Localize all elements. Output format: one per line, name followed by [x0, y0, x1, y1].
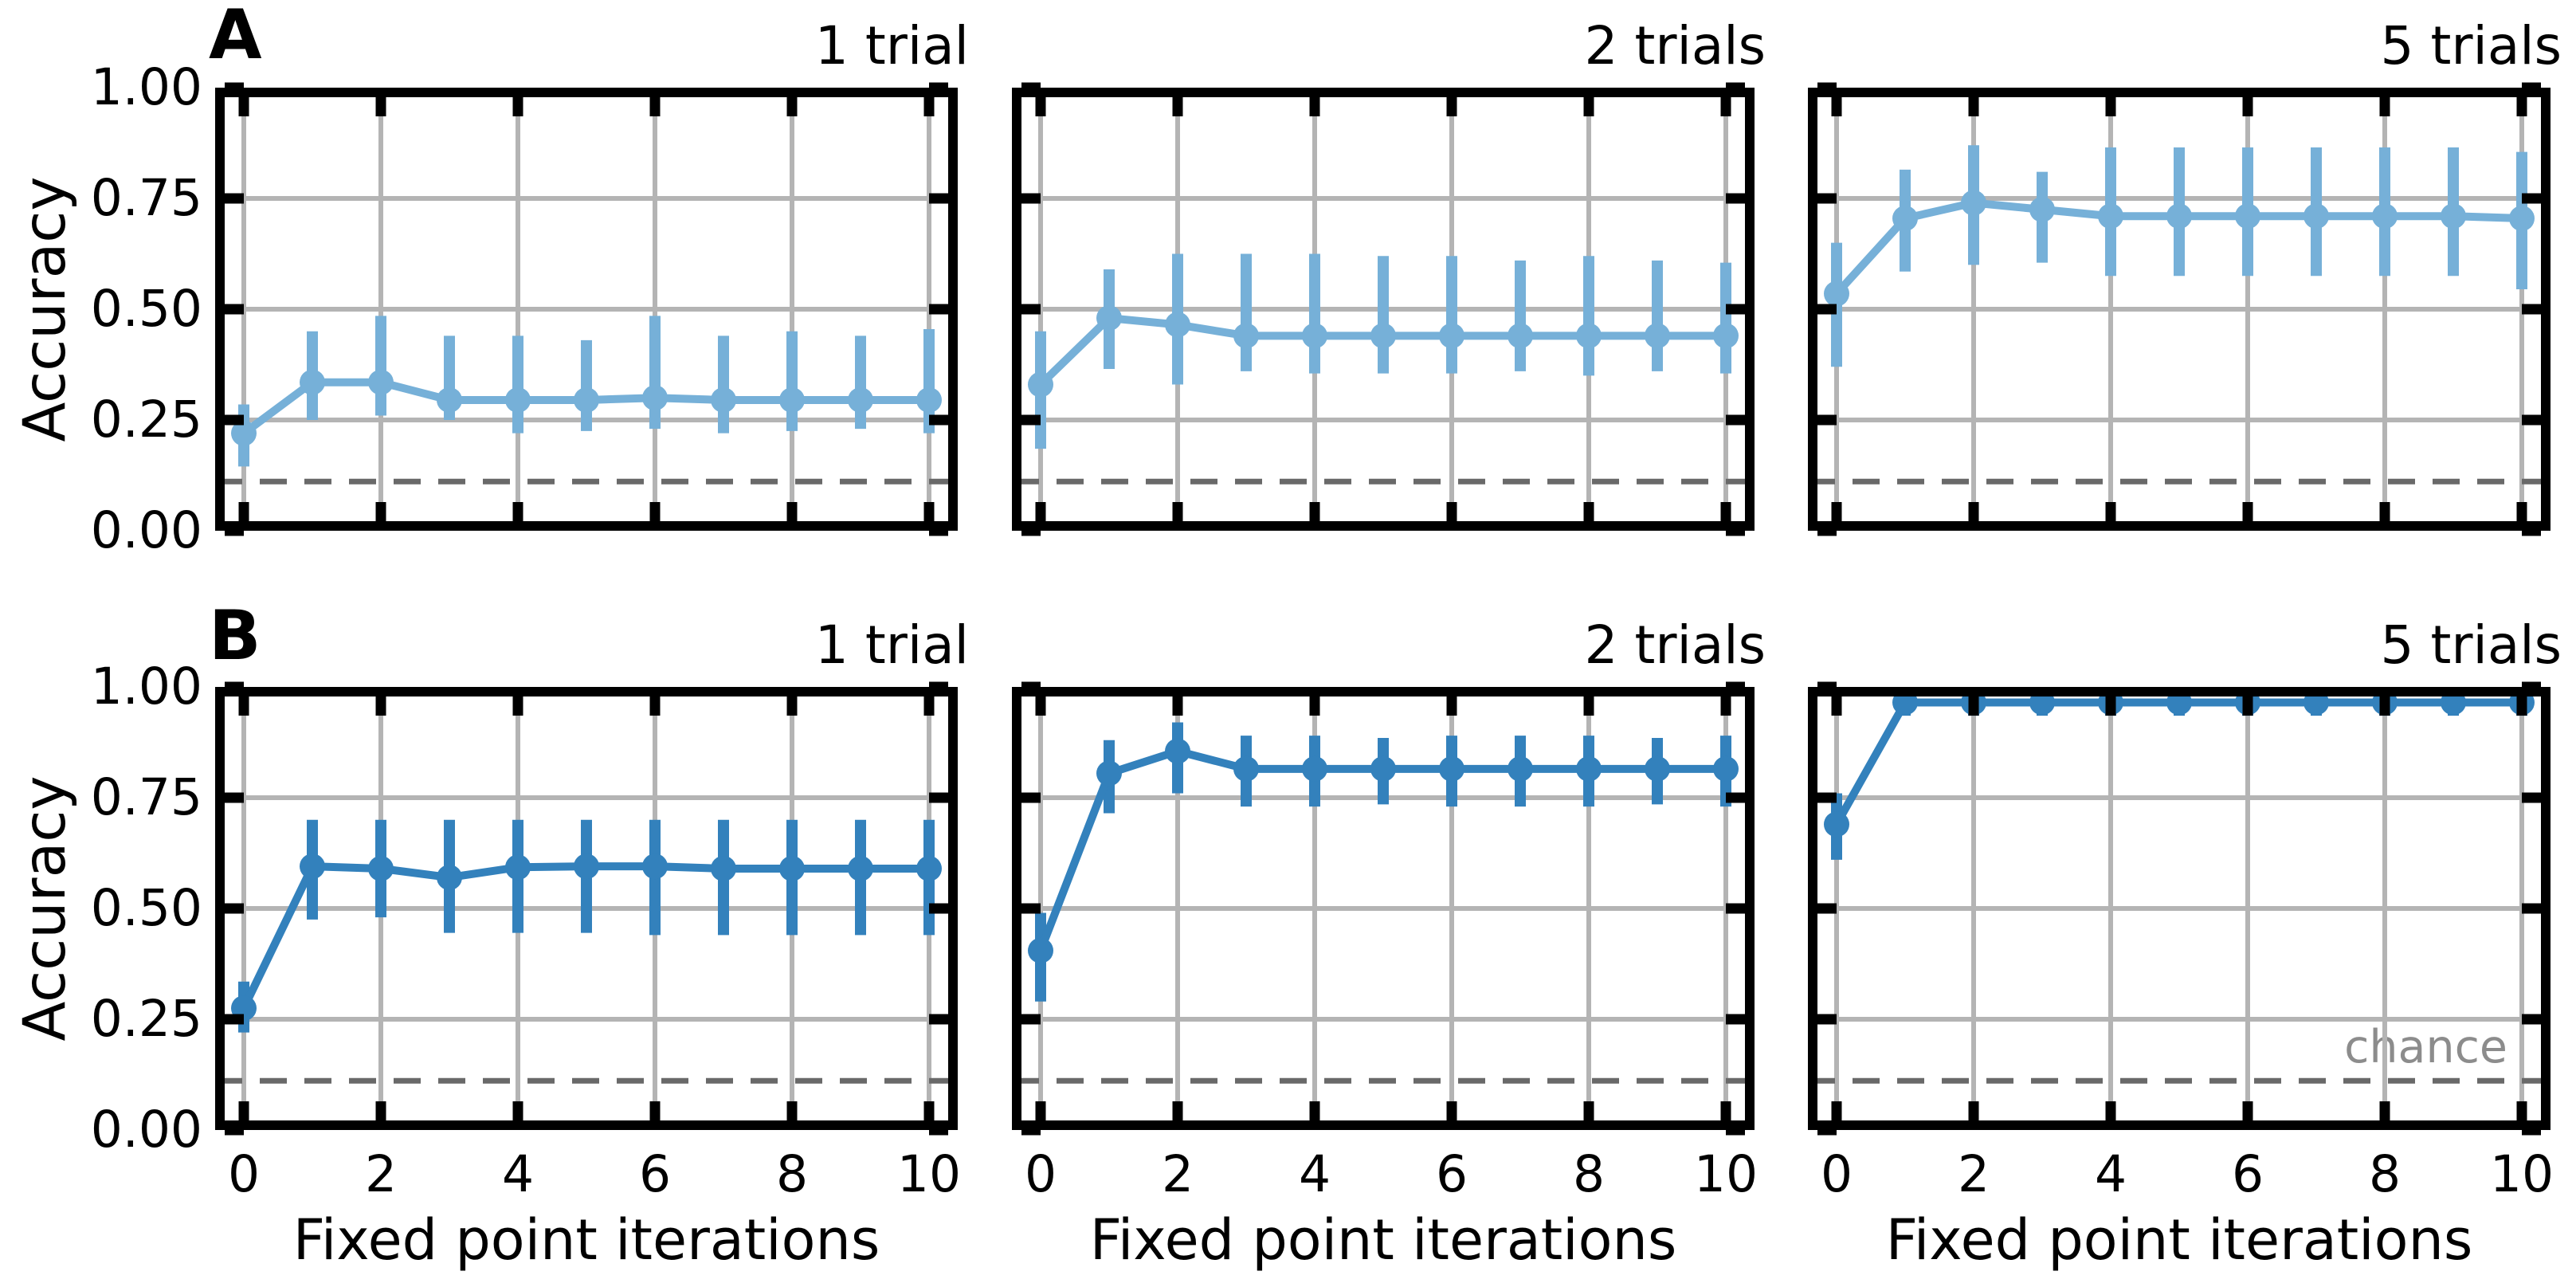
- x-tick-label: 0: [227, 1145, 261, 1203]
- plot-canvas: [1012, 82, 1755, 536]
- subplot-title: 1 trial: [814, 614, 969, 676]
- plot-canvas: [1012, 681, 1755, 1136]
- x-tick-label: 10: [2489, 1145, 2554, 1203]
- subplot-a-1-trial: [215, 82, 958, 536]
- x-axis-label: Fixed point iterations: [1089, 1207, 1677, 1273]
- subplot-title: 2 trials: [1584, 614, 1766, 676]
- x-tick-label: 2: [1957, 1145, 1990, 1203]
- x-tick-label: 8: [775, 1145, 809, 1203]
- x-axis-label: Fixed point iterations: [1885, 1207, 2473, 1273]
- x-tick-label: 6: [1435, 1145, 1468, 1203]
- y-tick-label: 1.00: [90, 657, 202, 716]
- x-axis-label: Fixed point iterations: [292, 1207, 880, 1273]
- subplot-b-5-trials: [1808, 681, 2551, 1136]
- subplot-b-2-trials: [1012, 681, 1755, 1136]
- subplot-title: 5 trials: [2380, 15, 2562, 77]
- panel-letter-b: B: [209, 596, 261, 676]
- x-tick-label: 2: [1161, 1145, 1194, 1203]
- x-tick-label: 10: [896, 1145, 962, 1203]
- y-tick-label: 0.50: [90, 879, 202, 937]
- subplot-a-5-trials: [1808, 82, 2551, 536]
- x-tick-label: 10: [1693, 1145, 1759, 1203]
- subplot-a-2-trials: [1012, 82, 1755, 536]
- plot-canvas: [215, 82, 958, 536]
- panel-letter-a: A: [209, 0, 262, 75]
- plot-canvas: [1808, 82, 2551, 536]
- x-tick-label: 2: [364, 1145, 398, 1203]
- chance-annotation: chance: [2344, 1021, 2507, 1073]
- x-tick-label: 6: [638, 1145, 672, 1203]
- x-tick-label: 0: [1820, 1145, 1853, 1203]
- y-tick-label: 0.25: [90, 990, 202, 1048]
- y-tick-label: 0.00: [90, 1101, 202, 1159]
- subplot-title: 2 trials: [1584, 15, 1766, 77]
- x-tick-label: 4: [2094, 1145, 2127, 1203]
- y-tick-label: 0.00: [90, 501, 202, 559]
- x-tick-label: 0: [1024, 1145, 1057, 1203]
- subplot-title: 5 trials: [2380, 614, 2562, 676]
- x-tick-label: 8: [2368, 1145, 2402, 1203]
- subplot-b-1-trial: [215, 681, 958, 1136]
- plot-canvas: [1808, 681, 2551, 1136]
- y-tick-label: 0.75: [90, 169, 202, 227]
- x-tick-label: 6: [2231, 1145, 2264, 1203]
- x-tick-label: 4: [1298, 1145, 1331, 1203]
- x-tick-label: 4: [501, 1145, 535, 1203]
- plot-canvas: [215, 681, 958, 1136]
- y-tick-label: 0.25: [90, 390, 202, 449]
- y-tick-label: 0.75: [90, 768, 202, 826]
- y-tick-label: 0.50: [90, 280, 202, 338]
- subplot-title: 1 trial: [814, 15, 969, 77]
- x-tick-label: 8: [1572, 1145, 1606, 1203]
- y-tick-label: 1.00: [90, 58, 202, 116]
